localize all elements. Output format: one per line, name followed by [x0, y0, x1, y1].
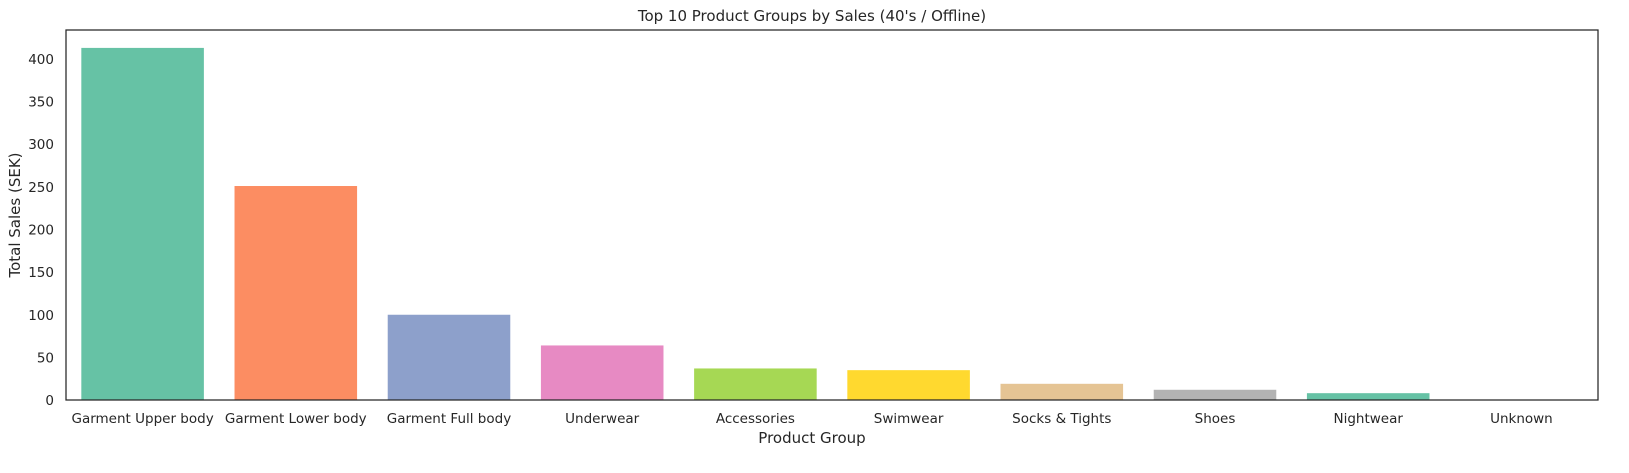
x-tick-label: Socks & Tights	[1012, 411, 1111, 427]
x-tick-label: Accessories	[716, 411, 795, 427]
bar-swimwear	[847, 370, 970, 400]
bars-group	[81, 47, 1583, 401]
y-tick-label: 0	[45, 393, 54, 409]
x-tick-label: Garment Upper body	[71, 411, 213, 427]
x-tick-label: Shoes	[1195, 411, 1236, 427]
y-axis-ticks: 0 50 100 150 200 250 300 350 400	[28, 52, 54, 409]
bar-underwear	[540, 345, 664, 400]
y-tick-label: 400	[28, 52, 54, 68]
x-tick-label: Nightwear	[1333, 411, 1403, 427]
plot-frame	[65, 29, 1599, 401]
x-tick-label: Garment Full body	[387, 411, 511, 427]
bar-accessories	[694, 368, 817, 400]
x-tick-label: Underwear	[565, 411, 639, 427]
bar-garment-upper-body	[81, 47, 204, 401]
x-tick-label: Swimwear	[874, 411, 944, 427]
bar-shoes	[1153, 389, 1277, 400]
bar-socks-tights	[1000, 383, 1124, 400]
bar-garment-lower-body	[234, 186, 358, 400]
y-tick-label: 50	[37, 350, 54, 366]
y-tick-label: 150	[28, 265, 54, 281]
y-axis-label: Total Sales (SEK)	[6, 152, 24, 278]
x-axis-label: Product Group	[758, 429, 865, 447]
x-tick-label: Garment Lower body	[225, 411, 367, 427]
chart-title: Top 10 Product Groups by Sales (40's / O…	[637, 7, 986, 25]
y-tick-label: 300	[28, 137, 54, 153]
y-tick-label: 350	[28, 95, 54, 111]
y-tick-label: 250	[28, 180, 54, 196]
x-axis-ticks: Garment Upper body Garment Lower body Garm…	[71, 411, 1552, 427]
bar-nightwear	[1306, 393, 1430, 400]
y-tick-label: 100	[28, 308, 54, 324]
bar-garment-full-body	[387, 314, 511, 400]
x-tick-label: Unknown	[1490, 411, 1553, 427]
y-tick-label: 200	[28, 222, 54, 238]
